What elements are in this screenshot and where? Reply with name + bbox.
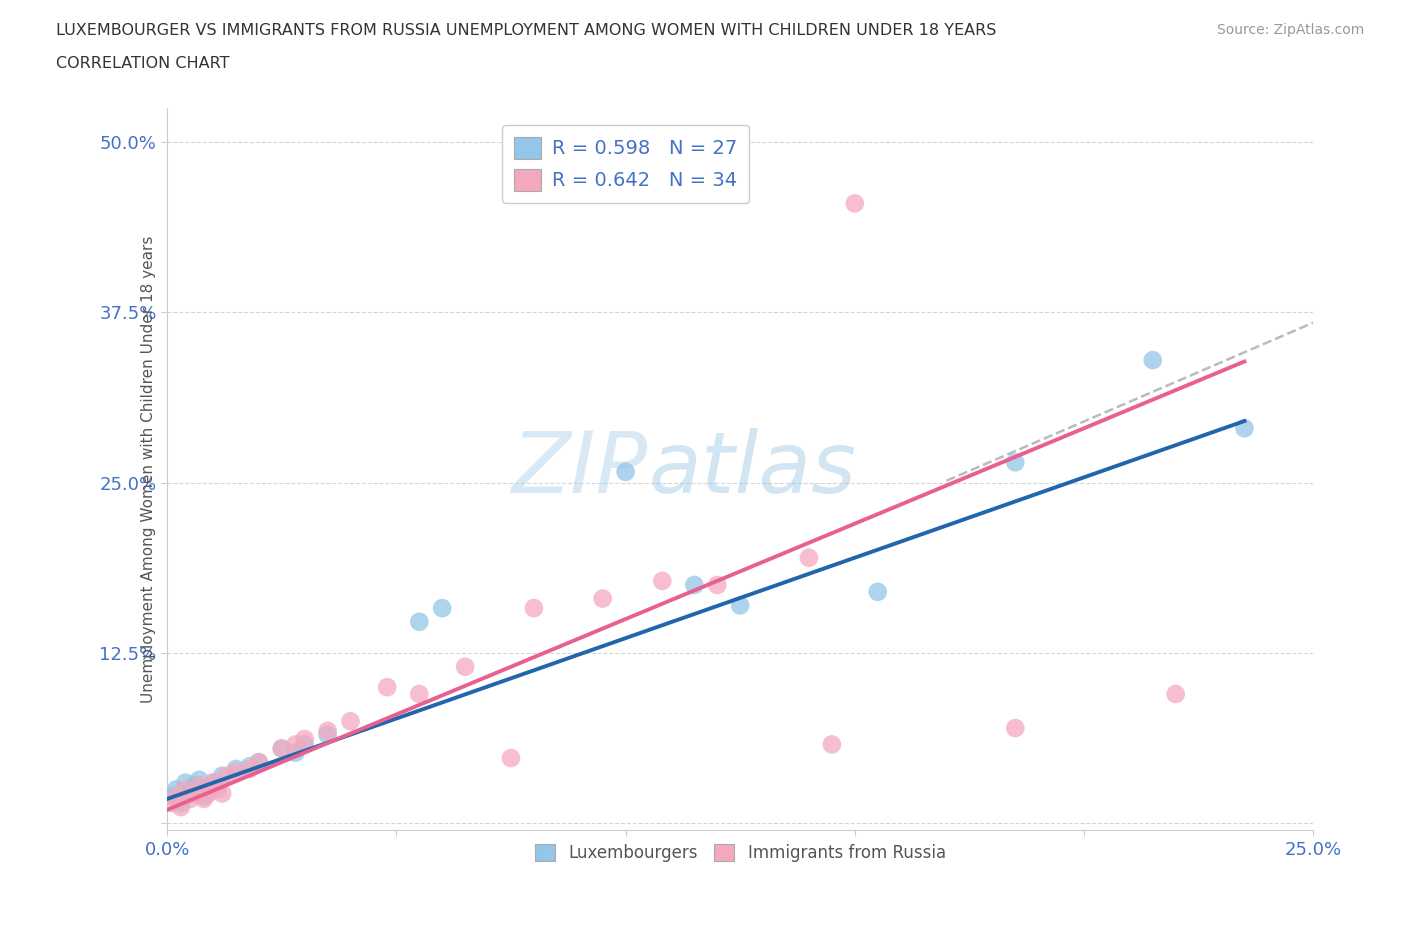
Point (207, 782, 229, 797)
Point (160, 789, 183, 804)
Text: LUXEMBOURGER VS IMMIGRANTS FROM RUSSIA UNEMPLOYMENT AMONG WOMEN WITH CHILDREN UN: LUXEMBOURGER VS IMMIGRANTS FROM RUSSIA U… (56, 23, 997, 38)
Point (651, 574, 673, 589)
Y-axis label: Unemployment Among Women with Children Under 18 years: Unemployment Among Women with Children U… (141, 235, 156, 703)
Point (1233, 420, 1256, 435)
Point (432, 601, 454, 616)
Point (211, 786, 233, 801)
Point (179, 786, 201, 801)
Point (1164, 686, 1187, 701)
Text: atlas: atlas (648, 428, 856, 511)
Point (728, 598, 751, 613)
Point (294, 732, 316, 747)
Point (284, 737, 307, 751)
Point (183, 786, 205, 801)
Point (174, 775, 197, 790)
Point (239, 759, 262, 774)
Point (284, 745, 307, 760)
Point (375, 680, 398, 695)
Point (188, 777, 211, 792)
Point (866, 584, 889, 599)
Point (339, 714, 361, 729)
Point (1142, 352, 1164, 367)
Point (1004, 721, 1026, 736)
Point (201, 775, 224, 790)
Point (316, 727, 339, 742)
Point (215, 768, 238, 783)
Point (165, 789, 187, 804)
Legend: Luxembourgers, Immigrants from Russia: Luxembourgers, Immigrants from Russia (529, 837, 952, 869)
Point (408, 686, 430, 701)
Point (170, 800, 193, 815)
Point (170, 795, 193, 810)
Point (499, 751, 522, 765)
Point (247, 755, 270, 770)
Point (316, 724, 339, 738)
Point (844, 196, 866, 211)
Point (683, 578, 706, 592)
Text: ZIP: ZIP (512, 428, 648, 511)
Point (160, 795, 183, 810)
Point (523, 601, 546, 616)
Point (179, 791, 201, 806)
Point (592, 591, 614, 606)
Point (197, 786, 219, 801)
Point (193, 791, 215, 806)
Point (188, 773, 211, 788)
Point (211, 768, 233, 783)
Point (270, 741, 292, 756)
Point (408, 615, 430, 630)
Point (193, 789, 215, 804)
Point (614, 464, 637, 479)
Point (270, 741, 292, 756)
Point (225, 762, 247, 777)
Point (294, 737, 316, 751)
Point (174, 782, 197, 797)
Point (797, 551, 820, 565)
Point (201, 775, 224, 790)
Point (821, 737, 844, 751)
Point (454, 659, 477, 674)
Point (706, 578, 728, 592)
Point (225, 764, 247, 779)
Point (247, 755, 270, 770)
Point (165, 782, 187, 797)
Text: Source: ZipAtlas.com: Source: ZipAtlas.com (1216, 23, 1364, 37)
Text: CORRELATION CHART: CORRELATION CHART (56, 56, 229, 71)
Point (183, 777, 205, 792)
Point (197, 782, 219, 797)
Point (1004, 455, 1026, 470)
Point (239, 762, 262, 777)
